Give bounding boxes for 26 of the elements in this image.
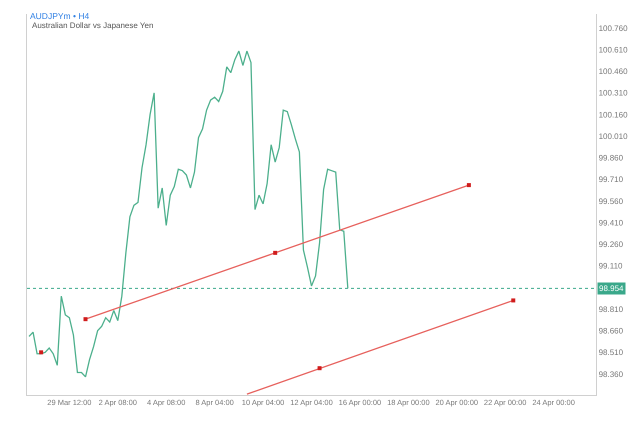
point <box>84 317 88 322</box>
y-tick-label: 98.360 <box>598 370 624 379</box>
y-tick-label: 99.110 <box>598 262 624 271</box>
y-tick-label: 98.510 <box>598 348 624 358</box>
y-tick-label: 99.560 <box>598 196 624 206</box>
y-tick-label: 100.160 <box>598 110 628 120</box>
point <box>39 350 44 354</box>
y-tick-label: 100.460 <box>598 67 628 76</box>
text: Australian Dollar vs Japanese Yen <box>32 21 154 30</box>
y-tick-label: 99.860 <box>598 154 624 163</box>
point <box>318 366 322 370</box>
y-tick-label: 100.610 <box>598 45 628 54</box>
point <box>466 183 471 188</box>
ref-line-label: 98.954 <box>599 284 624 293</box>
y-tick-label: 98.660 <box>598 326 624 336</box>
y-tick-label: 99.710 <box>598 175 624 184</box>
y-tick-label: 99.260 <box>598 240 624 250</box>
y-tick-label: 98.810 <box>598 304 624 314</box>
y-tick-label: 100.760 <box>598 24 628 33</box>
y-tick-label: 100.310 <box>598 88 628 98</box>
line-series <box>28 50 348 378</box>
chart-title: AUDJPYm • H4 <box>30 10 90 21</box>
point <box>511 298 516 302</box>
y-tick-label: 100.010 <box>598 132 628 141</box>
y-tick-label: 99.410 <box>598 218 624 228</box>
point <box>273 250 278 255</box>
